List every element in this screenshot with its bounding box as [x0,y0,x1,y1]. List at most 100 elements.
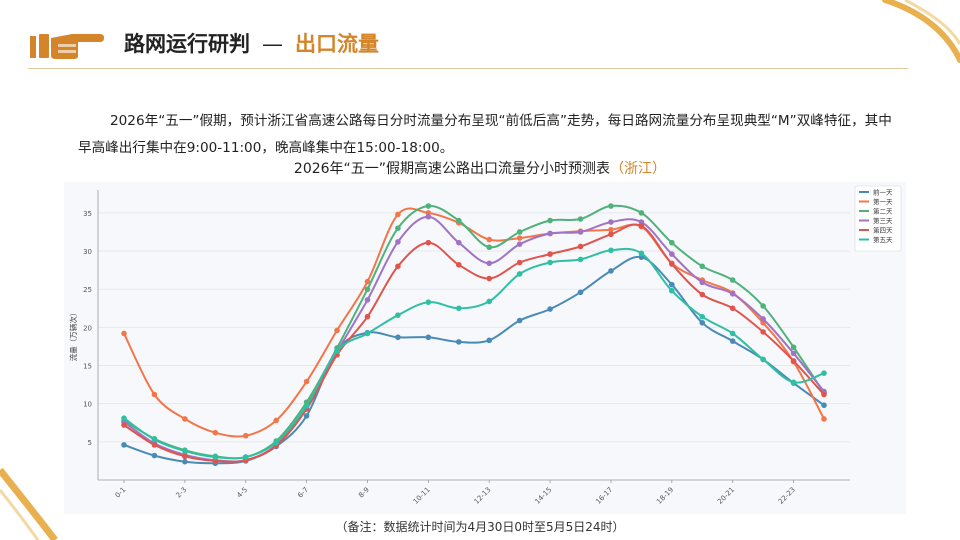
x-tick-label: 22-23 [777,486,797,506]
footnote: （备注：数据统计时间为4月30日0时至5月5日24时） [335,520,625,534]
data-point [608,226,614,233]
x-tick-label: 12-13 [473,486,493,506]
summary-paragraph: 2026年“五一”假期，预计浙江省高速公路每日分时流量分布呈现“前低后高”走势，… [78,112,892,156]
data-point [729,330,736,337]
data-point [212,429,219,436]
data-point [395,263,401,270]
legend-label: 前一天 [873,188,893,197]
header-divider [28,68,908,69]
chart-title-main: 2026年“五一”假期高速公路出口流量分小时预测表 [293,161,611,177]
data-point [425,239,432,246]
data-point [364,297,371,303]
series-line-4 [123,215,825,463]
data-point [547,217,553,224]
data-point [303,378,310,385]
data-point [760,356,766,363]
title-main: 路网运行研判 [124,32,250,56]
data-point [516,271,523,277]
y-tick-label: 20 [83,324,92,332]
title-separator: — [262,32,283,56]
legend-label: 第一天 [873,197,893,206]
x-tick-label: 10-11 [412,486,432,506]
data-point [790,379,797,386]
data-point [242,432,249,439]
data-point [486,244,493,251]
data-point [577,256,584,263]
data-point [821,402,827,409]
data-point [669,261,675,267]
y-tick-label: 25 [83,286,92,294]
x-tick-label: 6-7 [296,486,310,500]
data-point [121,422,127,428]
data-point [608,219,614,225]
data-point [516,241,523,247]
y-tick-label: 30 [83,248,92,256]
legend-label: 第五天 [873,235,893,244]
chart-title: 2026年“五一”假期高速公路出口流量分小时预测表（浙江） [0,158,960,178]
data-point [638,210,645,216]
data-point [729,277,736,283]
data-point [699,313,706,320]
data-point [151,452,158,459]
line-chart: 5 10 15 20 25 30 35 流量（万辆次） 0-1 2-3 4-5 6-7 8-9 10-11… [68,185,902,506]
data-point [273,417,279,424]
data-point [121,415,127,421]
x-tick-label: 8-9 [357,486,371,500]
data-point [455,239,462,246]
legend-label: 第四天 [873,226,893,235]
data-point [455,261,462,268]
data-point [212,454,219,460]
data-point [425,299,432,305]
x-tick-label: 20-21 [716,486,736,506]
data-point [577,229,584,235]
data-point [425,213,432,220]
data-point [425,334,432,341]
data-point [516,235,523,241]
x-tick-label: 18-19 [655,486,675,506]
data-point [760,303,766,309]
data-point [455,339,462,345]
y-tick-label: 15 [83,363,92,371]
data-point [364,330,371,337]
data-point [790,358,797,364]
data-point [516,317,523,324]
data-point [638,223,645,229]
data-point [790,344,797,351]
data-point [486,298,493,305]
data-point [608,231,614,238]
data-point [151,436,158,443]
data-point [182,453,188,460]
data-point [486,337,493,344]
data-point [790,350,797,357]
y-tick-label: 35 [83,210,92,218]
data-point [303,403,310,409]
data-point [577,216,584,222]
data-point [577,289,584,296]
title-subtitle: 出口流量 [295,32,379,56]
data-point [669,251,675,257]
data-point [364,313,371,320]
data-point [608,203,614,209]
x-tick-label: 0-1 [114,486,128,500]
data-point [182,448,188,454]
data-point [577,243,584,250]
x-tick-label: 4-5 [235,486,249,500]
data-point [729,338,736,344]
data-point [729,305,736,312]
data-point [638,250,645,257]
y-tick-label: 10 [83,401,92,409]
data-point [364,278,371,285]
data-point [395,312,401,318]
series-line-3 [123,204,825,460]
data-point [699,263,706,270]
data-point [821,391,827,398]
data-point [608,268,614,274]
data-point [425,203,432,209]
chart-panel: 5 10 15 20 25 30 35 流量（万辆次） 0-1 2-3 4-5 6-7 8-9 10-11… [64,182,906,514]
data-point [547,251,553,257]
data-point [547,230,553,237]
legend-label: 第二天 [873,207,893,216]
data-point [760,316,766,322]
data-point [699,319,706,326]
